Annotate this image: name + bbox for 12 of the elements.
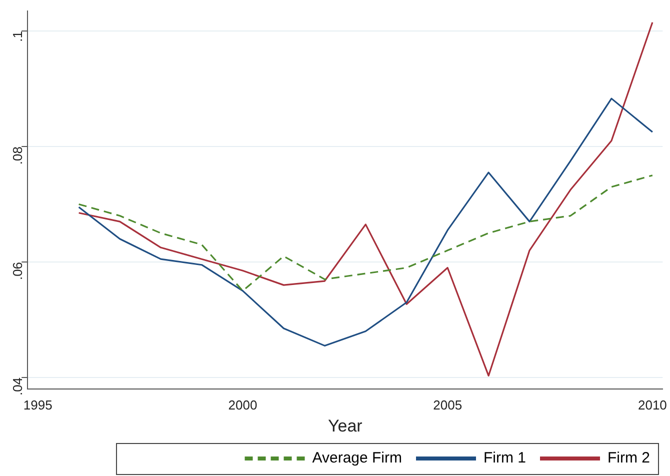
x-tick-label: 2005 <box>433 397 462 412</box>
y-tick-label: .04 <box>10 377 26 396</box>
x-tick-label: 2010 <box>638 397 667 412</box>
legend-label: Firm 1 <box>484 450 526 467</box>
x-tick-label: 1995 <box>23 397 52 412</box>
y-tick-label: .08 <box>10 146 26 165</box>
x-tick-label: 2000 <box>228 397 258 412</box>
legend-label: Average Firm <box>312 450 402 467</box>
y-tick-label: .1 <box>10 31 26 42</box>
x-axis-title: Year <box>328 416 363 436</box>
y-tick-label: .06 <box>10 262 26 280</box>
legend-label: Firm 2 <box>608 450 650 467</box>
